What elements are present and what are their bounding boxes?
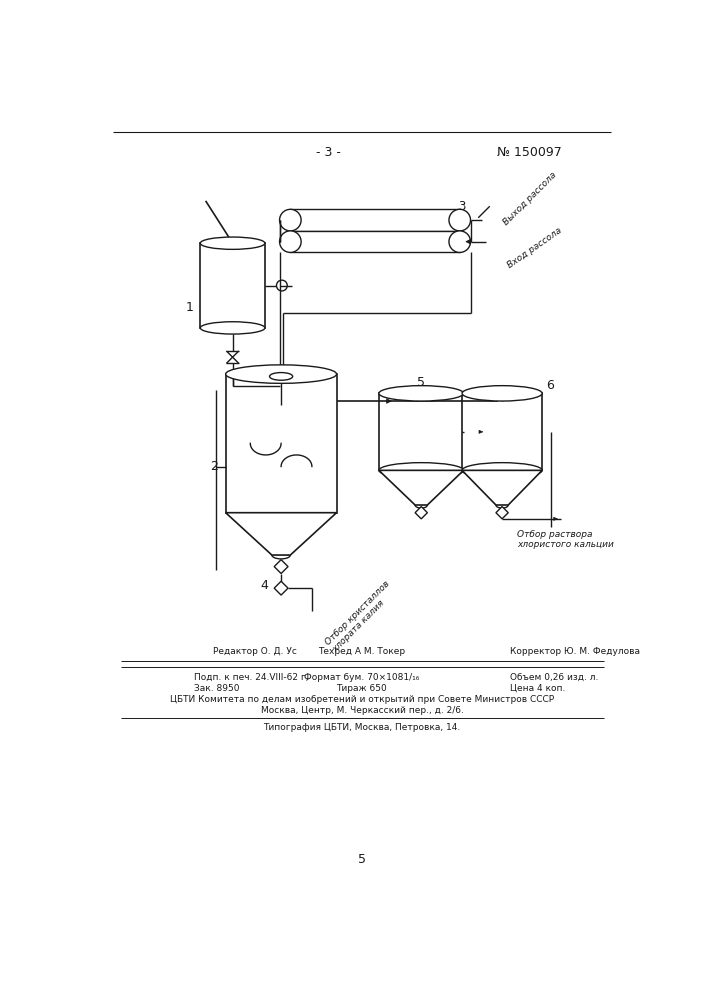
Polygon shape xyxy=(226,513,337,555)
Ellipse shape xyxy=(200,322,265,334)
Text: Отбор раствора
хлористого кальции: Отбор раствора хлористого кальции xyxy=(518,530,614,549)
Text: Вход рассола: Вход рассола xyxy=(506,226,563,270)
Text: 5: 5 xyxy=(358,853,366,866)
Text: Зак. 8950: Зак. 8950 xyxy=(194,684,240,693)
Ellipse shape xyxy=(462,386,542,401)
Polygon shape xyxy=(554,517,558,520)
Ellipse shape xyxy=(415,502,428,508)
Ellipse shape xyxy=(496,502,508,508)
Text: Редактор О. Д. Ус: Редактор О. Д. Ус xyxy=(214,647,297,656)
Text: 3: 3 xyxy=(458,200,466,213)
Ellipse shape xyxy=(200,237,265,249)
Circle shape xyxy=(276,280,287,291)
Text: ЦБТИ Комитета по делам изобретений и открытий при Совете Министров СССР: ЦБТИ Комитета по делам изобретений и отк… xyxy=(170,695,554,704)
Ellipse shape xyxy=(279,231,301,252)
Bar xyxy=(462,393,542,470)
Ellipse shape xyxy=(279,209,301,231)
Ellipse shape xyxy=(379,386,464,401)
Bar xyxy=(226,374,337,513)
Text: 5: 5 xyxy=(417,376,425,389)
Bar xyxy=(200,243,265,328)
Text: Типография ЦБТИ, Москва, Петровка, 14.: Типография ЦБТИ, Москва, Петровка, 14. xyxy=(263,723,460,732)
Polygon shape xyxy=(479,430,483,433)
Ellipse shape xyxy=(379,463,464,478)
Bar xyxy=(291,231,460,252)
Text: Цена 4 коп.: Цена 4 коп. xyxy=(510,684,565,693)
Text: - 3 -: - 3 - xyxy=(317,146,341,159)
Polygon shape xyxy=(274,581,288,595)
Text: № 150097: № 150097 xyxy=(496,146,561,159)
Polygon shape xyxy=(274,560,288,574)
Ellipse shape xyxy=(269,373,293,380)
Text: Техред А М. Токер: Техред А М. Токер xyxy=(318,647,406,656)
Text: Формат бум. 70×1081/₁₆: Формат бум. 70×1081/₁₆ xyxy=(304,673,420,682)
Polygon shape xyxy=(462,470,542,505)
Bar xyxy=(291,209,460,231)
Ellipse shape xyxy=(272,551,291,559)
Ellipse shape xyxy=(449,231,471,252)
Text: 4: 4 xyxy=(260,579,268,592)
Polygon shape xyxy=(387,399,391,403)
Text: 6: 6 xyxy=(546,379,554,392)
Polygon shape xyxy=(415,507,428,519)
Text: 2: 2 xyxy=(210,460,218,473)
Text: Отбор кристаллов
хлората калия: Отбор кристаллов хлората калия xyxy=(324,579,399,654)
Polygon shape xyxy=(379,470,464,505)
Polygon shape xyxy=(496,507,508,519)
Text: Объем 0,26 изд. л.: Объем 0,26 изд. л. xyxy=(510,673,598,682)
Polygon shape xyxy=(466,239,471,244)
Ellipse shape xyxy=(449,209,471,231)
Text: 1: 1 xyxy=(185,301,194,314)
Text: Подп. к печ. 24.VIII-62 г,: Подп. к печ. 24.VIII-62 г, xyxy=(194,673,308,682)
Ellipse shape xyxy=(226,365,337,383)
Text: Тираж 650: Тираж 650 xyxy=(337,684,387,693)
Ellipse shape xyxy=(462,463,542,478)
Text: Выход рассола: Выход рассола xyxy=(502,170,559,227)
Text: Корректор Ю. М. Федулова: Корректор Ю. М. Федулова xyxy=(510,647,640,656)
Text: Москва, Центр, М. Черкасский пер., д. 2/6.: Москва, Центр, М. Черкасский пер., д. 2/… xyxy=(260,706,463,715)
Bar xyxy=(379,393,464,470)
